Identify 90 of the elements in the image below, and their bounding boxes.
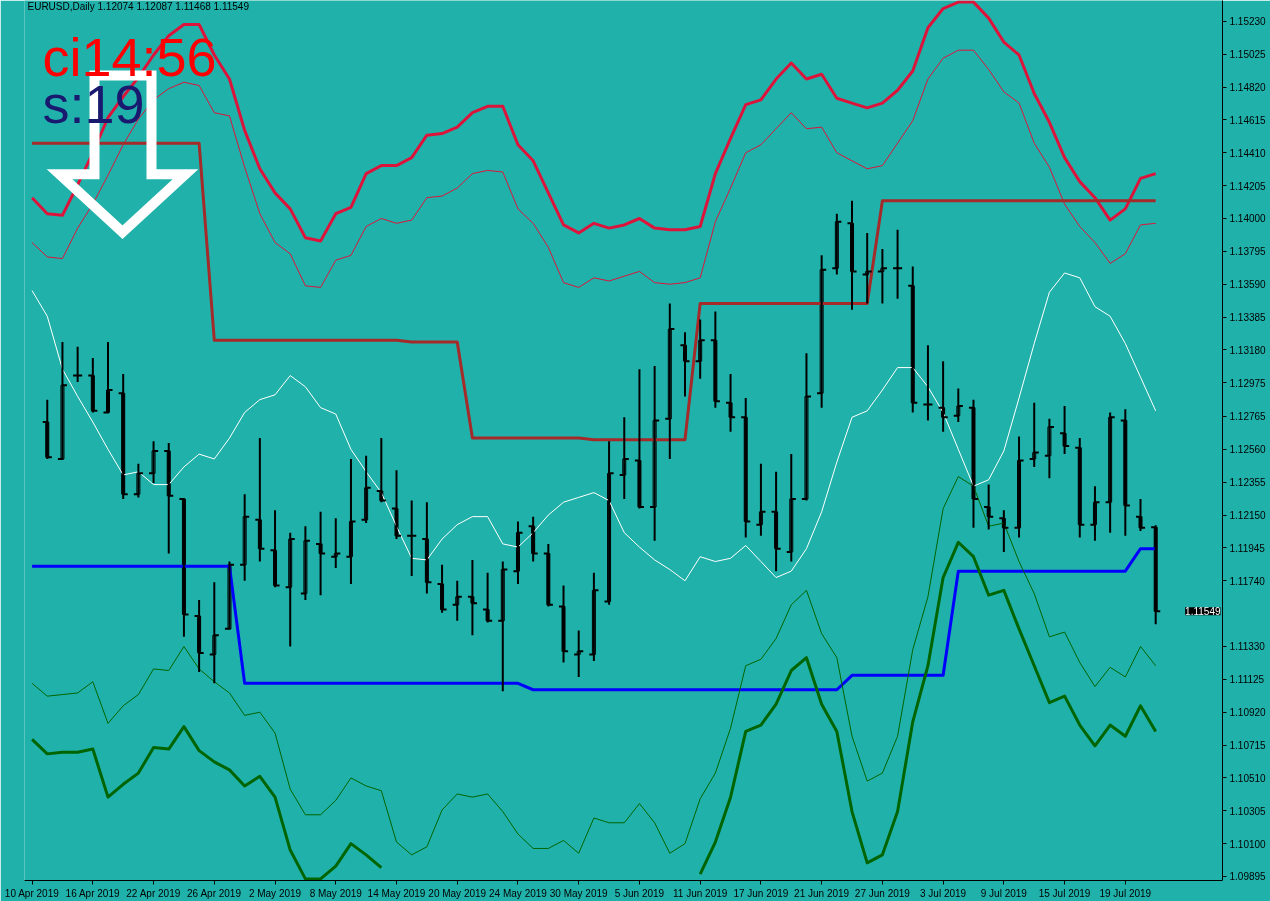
x-tick-label: 11 Jun 2019: [673, 887, 728, 899]
candlestick: [785, 453, 797, 563]
candlestick: [1104, 411, 1116, 534]
candlestick: [649, 364, 661, 542]
candlestick: [148, 440, 160, 484]
candlestick: [816, 254, 828, 409]
x-tick-label: 14 May 2019: [367, 887, 426, 899]
x-tick-label: 19 Jul 2019: [1099, 887, 1152, 899]
text: 1.11549: [1185, 606, 1221, 618]
x-tick-label: 15 Jul 2019: [1038, 887, 1091, 899]
x-tick-label: 22 Apr 2019: [126, 887, 181, 899]
candlestick: [1089, 485, 1101, 542]
y-tick-label: 1.13795: [1229, 246, 1267, 258]
candlestick: [1013, 435, 1025, 539]
x-tick-label: 10 Apr 2019: [4, 887, 60, 899]
y-tick-label: 1.13180: [1229, 344, 1267, 356]
candlestick: [390, 469, 403, 541]
x-tick-label: 20 May 2019: [428, 887, 487, 899]
x-tick-label: 8 May 2019: [309, 887, 363, 899]
y-tick-label: 1.15230: [1229, 16, 1267, 28]
y-tick-label: 1.10715: [1229, 740, 1267, 752]
candlestick: [679, 331, 691, 398]
candlestick: [223, 560, 236, 630]
candlestick: [208, 581, 220, 685]
candlestick: [451, 579, 463, 622]
candlestick: [56, 340, 69, 460]
x-tick-label: 16 Apr 2019: [65, 887, 120, 899]
chart-title: EURUSD,Daily 1.12074 1.12087 1.11468 1.11549: [27, 1, 250, 13]
candlestick: [239, 493, 251, 582]
line-series: [30, 547, 1158, 692]
candlestick: [360, 454, 372, 525]
line-series: [30, 141, 1158, 442]
y-tick-label: 1.10100: [1229, 838, 1267, 850]
y-tick-label: 1.11330: [1229, 641, 1266, 653]
candlestick: [1028, 401, 1040, 468]
y-tick-label: 1.10510: [1229, 772, 1267, 784]
y-tick-label: 1.12355: [1229, 477, 1267, 489]
y-tick-label: 1.10920: [1229, 707, 1267, 719]
candlestick: [694, 318, 706, 380]
line-series: [31, 476, 1157, 856]
x-tick-label: 9 Jul 2019: [980, 887, 1028, 899]
candlestick: [1043, 417, 1055, 480]
x-tick-label: 24 May 2019: [489, 887, 548, 899]
x-tick-label: 5 Jun 2019: [614, 887, 665, 899]
y-tick-label: 1.12765: [1229, 411, 1267, 423]
candlestick: [618, 416, 630, 501]
candlestick: [952, 387, 964, 424]
x-tick-label: 2 May 2019: [248, 887, 302, 899]
y-tick-label: 1.12560: [1229, 444, 1267, 456]
x-tick-label: 21 Jun 2019: [794, 887, 850, 899]
y-tick-label: 1.12975: [1229, 377, 1267, 389]
candlestick: [1134, 498, 1147, 533]
candlestick: [846, 199, 858, 311]
y-tick-label: 1.09895: [1229, 871, 1267, 883]
candlestick: [831, 212, 843, 276]
y-tick-label: 1.13590: [1229, 279, 1267, 291]
y-tick-label: 1.15025: [1229, 49, 1267, 61]
candlestick: [603, 440, 615, 606]
x-tick-label: 17 Jun 2019: [733, 887, 789, 899]
line-series: [31, 272, 1157, 582]
candlestick: [664, 302, 676, 460]
candlestick: [345, 457, 357, 585]
y-tick-label: 1.14205: [1229, 180, 1267, 192]
y-tick-label: 1.14000: [1229, 213, 1267, 225]
candlestick: [132, 462, 144, 499]
y-tick-label: 1.12150: [1229, 510, 1267, 522]
y-tick-label: 1.14615: [1229, 114, 1267, 126]
y-tick-label: 1.10305: [1229, 805, 1267, 817]
x-tick-label: 26 Apr 2019: [187, 887, 242, 899]
candlestick: [557, 584, 570, 664]
candlestick: [588, 571, 600, 662]
candlestick: [800, 352, 813, 502]
x-tick-label: 30 May 2019: [549, 887, 609, 899]
x-tick-label: 27 Jun 2019: [854, 887, 911, 899]
candlestick: [299, 525, 311, 601]
y-tick-label: 1.11740: [1229, 575, 1266, 587]
candlestick: [102, 340, 114, 414]
candlestick: [724, 372, 737, 433]
y-tick-label: 1.14820: [1229, 82, 1267, 94]
candlestick: [967, 398, 980, 529]
line-series: [30, 0, 1158, 243]
y-tick-label: 1.13385: [1229, 312, 1267, 324]
candlestick: [512, 520, 524, 585]
candlestick: [755, 462, 767, 537]
y-tick-label: 1.11945: [1229, 542, 1266, 554]
x-tick-label: 3 Jul 2019: [920, 887, 967, 899]
y-tick-label: 1.14410: [1229, 147, 1267, 159]
candlestick: [497, 560, 509, 693]
candlestick: [284, 531, 296, 648]
y-tick-label: 1.11125: [1229, 674, 1265, 686]
